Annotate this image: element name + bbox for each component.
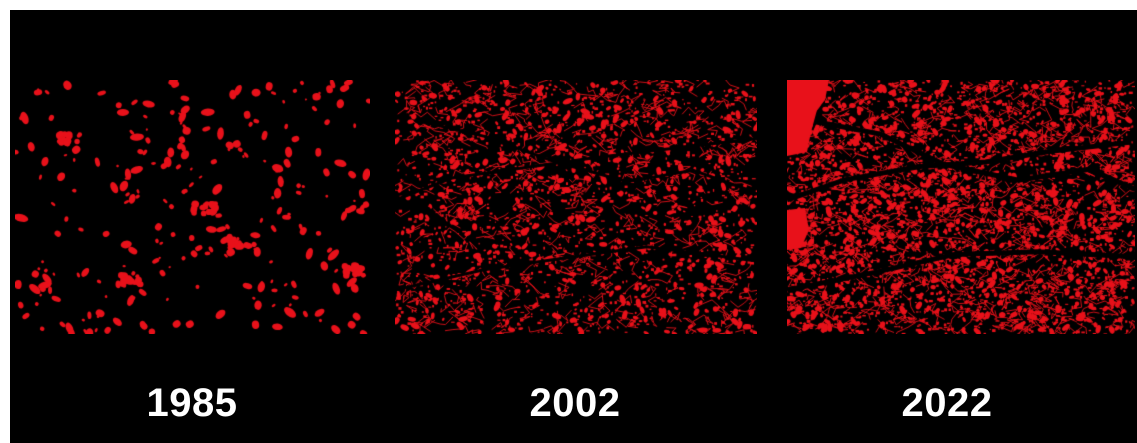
year-label-2022: 2022 — [901, 381, 993, 425]
year-label-1985: 1985 — [146, 381, 238, 425]
map-panel-2022 — [787, 80, 1135, 334]
builtup-map-2002 — [395, 80, 757, 334]
builtup-map-1985 — [15, 80, 370, 334]
builtup-map-2022 — [787, 80, 1135, 334]
map-panel-1985 — [15, 80, 370, 334]
map-panel-2002 — [395, 80, 757, 334]
year-label-2002: 2002 — [529, 381, 621, 425]
map-comparison: 1985 2002 2022 — [10, 10, 1137, 443]
